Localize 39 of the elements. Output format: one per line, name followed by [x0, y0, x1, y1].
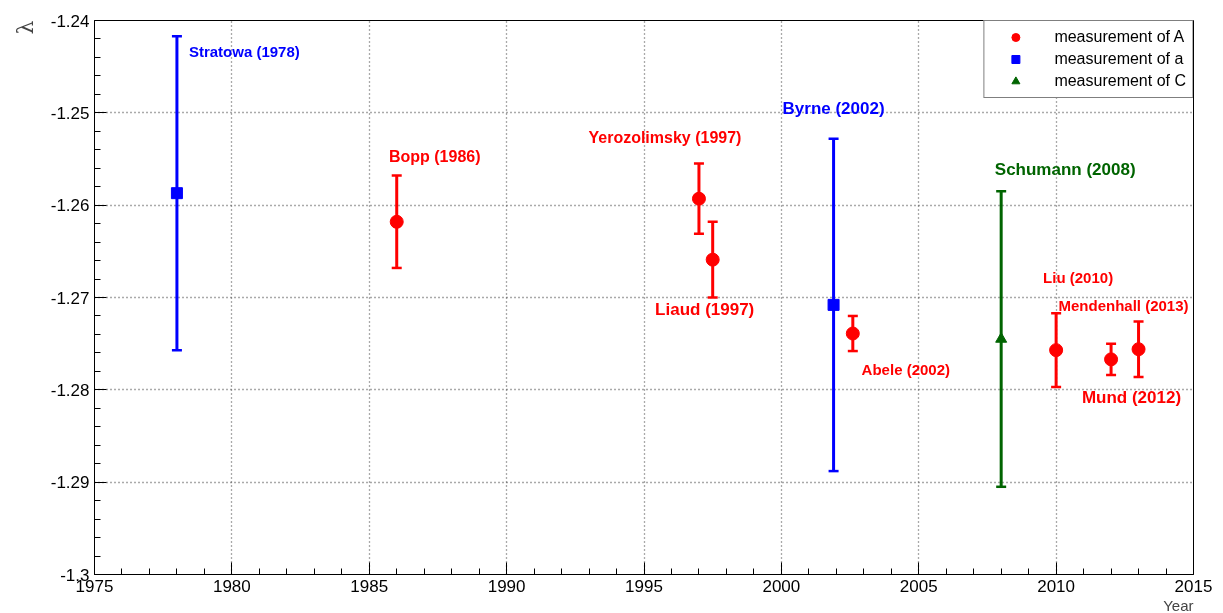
x-tick-label: 1980 — [212, 576, 251, 596]
annotation: Bopp (1986) — [388, 148, 481, 166]
point — [1131, 342, 1146, 357]
legend-label: measurement of A — [1054, 27, 1185, 47]
point — [995, 332, 1008, 343]
y-tick-label: -1.29 — [50, 473, 90, 493]
point — [1104, 352, 1119, 367]
y-tick-label: -1.26 — [50, 196, 90, 216]
x-tick-label: 1995 — [625, 576, 663, 596]
annotation: Abele (2002) — [861, 361, 950, 379]
x-tick-label: 1990 — [487, 576, 526, 596]
x-tick-label: 2010 — [1037, 576, 1076, 596]
legend-label: measurement of C — [1054, 71, 1186, 91]
annotation: Schumann (2008) — [994, 159, 1136, 179]
point — [691, 191, 706, 206]
annotation: Yerozolimsky (1997) — [588, 129, 742, 147]
annotation: Mund (2012) — [1081, 387, 1182, 407]
y-tick-label: -1.27 — [50, 288, 90, 308]
x-axis-title: Year — [1163, 596, 1194, 613]
annotation: Liu (2010) — [1043, 268, 1114, 286]
annotation: Mendenhall (2013) — [1058, 296, 1189, 314]
x-tick-label: 1985 — [350, 576, 389, 596]
y-axis-title: λ — [12, 20, 38, 35]
x-tick-label: 2000 — [762, 576, 801, 596]
legend-label: measurement of a — [1054, 49, 1184, 69]
annotation: Byrne (2002) — [782, 99, 885, 119]
point — [389, 214, 404, 229]
point — [1049, 343, 1064, 358]
annotation: Stratowa (1978) — [188, 42, 300, 60]
point — [827, 298, 840, 311]
y-tick-label: -1.25 — [50, 103, 90, 123]
point — [705, 252, 720, 267]
point — [170, 187, 183, 200]
annotation: Liaud (1997) — [655, 300, 755, 320]
x-tick-label: 2005 — [899, 576, 938, 596]
y-tick-label: -1.24 — [50, 11, 90, 31]
point — [845, 326, 860, 341]
y-tick-label: -1.28 — [50, 380, 90, 400]
x-tick-label: 2015 — [1174, 576, 1213, 596]
